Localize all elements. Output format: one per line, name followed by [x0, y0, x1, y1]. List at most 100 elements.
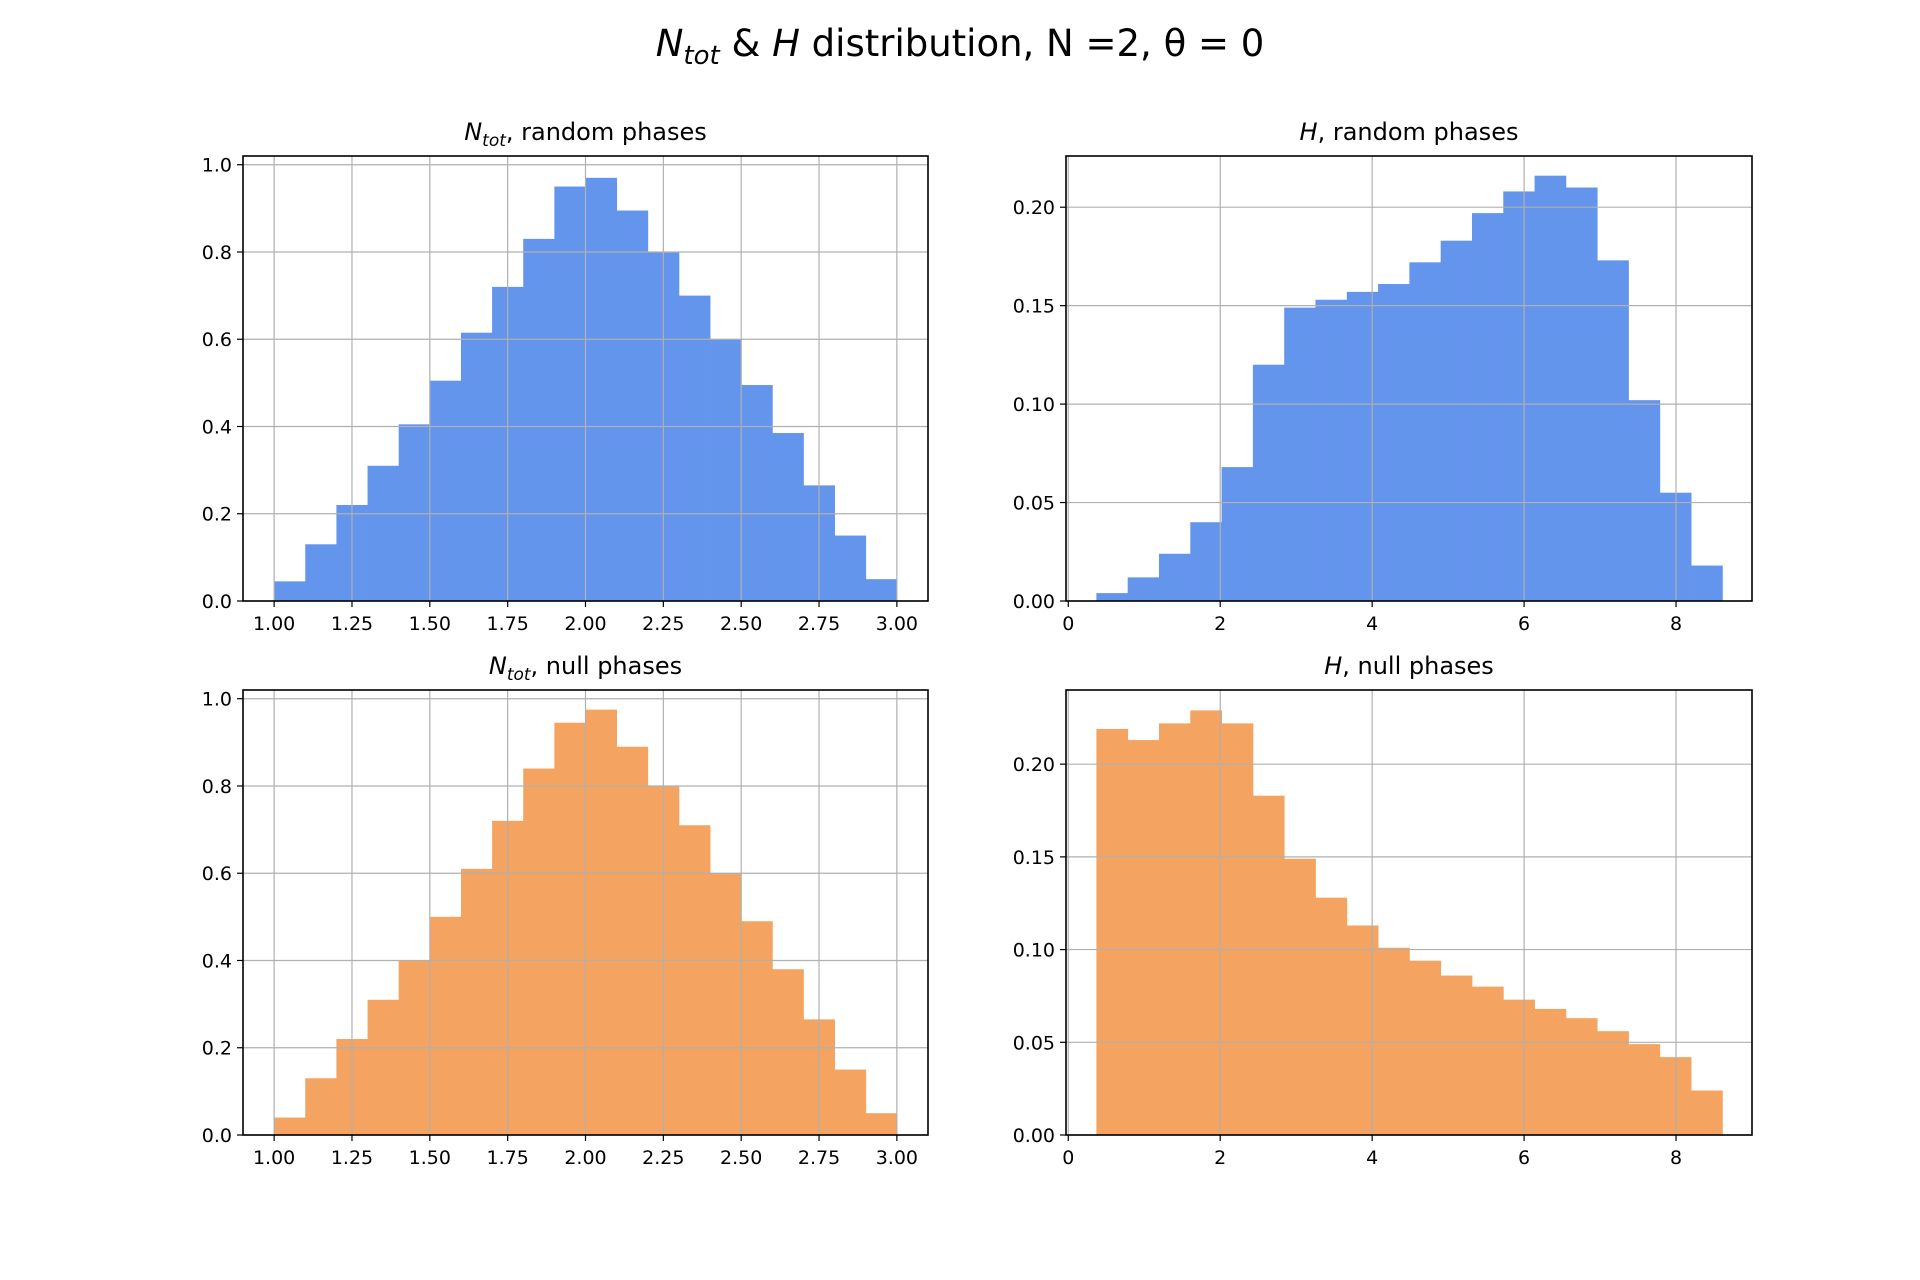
ntot-null-title-rest: , null phases [531, 652, 683, 680]
ntot-null-bar-6 [460, 868, 493, 1135]
panel-h-null: 0 2 4 6 8 0.00 0.05 0.10 0.15 0.20 H, null phases [1013, 652, 1753, 1169]
h-random-ytick-label-3: 0.15 [1013, 296, 1055, 318]
h-null-bar-3 [1190, 710, 1222, 1135]
ntot-null-ytick-label-2: 0.4 [202, 950, 232, 972]
h-null-bar-19 [1691, 1090, 1723, 1135]
h-null-bar-10 [1409, 960, 1442, 1135]
h-random-bar-1 [1127, 577, 1160, 601]
ntot-random-bar-6 [460, 332, 493, 601]
figure-title: Ntot & H distribution, N =2, θ = 0 [656, 22, 1265, 71]
ntot-null-bar-9 [554, 722, 586, 1135]
ntot-random-bar-11 [616, 210, 649, 602]
h-random-axes-frame [1065, 155, 1753, 602]
ntot-null-ytick-label-3: 0.6 [202, 863, 232, 885]
ntot-random-bar-14 [710, 339, 742, 601]
ntot-null-bar-5 [429, 916, 462, 1135]
ntot-null-bar-0 [274, 1117, 306, 1135]
ntot-random-ytick-label-1: 0.2 [202, 504, 232, 526]
ntot-random-xtick-label-7: 2.75 [798, 613, 840, 635]
ntot-random-ytick-label-0: 0.0 [202, 591, 232, 613]
ntot-null-bar-18 [834, 1069, 867, 1135]
ntot-null-bar-3 [367, 999, 400, 1135]
h-null-ytick-label-1: 0.05 [1013, 1032, 1055, 1054]
ntot-random-xtick-label-5: 2.25 [642, 613, 684, 635]
h-null-title-rest: , null phases [1342, 652, 1494, 680]
panel-h-random: 0 2 4 6 8 0.00 0.05 0.10 0.15 0.20 H, random phase… [1013, 118, 1753, 635]
h-null-ytick-label-4: 0.20 [1013, 754, 1055, 776]
ntot-random-ytick-label-3: 0.6 [202, 329, 232, 351]
ntot-null-ytick-label-4: 0.8 [202, 776, 232, 798]
h-null-bar-4 [1221, 723, 1254, 1135]
ntot-random-bar-15 [741, 385, 773, 601]
h-null-bar-0 [1096, 728, 1129, 1135]
ntot-random-bar-5 [429, 380, 462, 601]
h-null-title-var: H [1324, 652, 1342, 680]
ntot-random-title-sub: tot [482, 131, 507, 151]
h-null-bar-14 [1534, 1008, 1567, 1135]
h-random-title: H, random phases [1300, 118, 1519, 146]
h-null-bar-15 [1565, 1018, 1598, 1135]
h-random-bar-3 [1190, 522, 1222, 601]
ntot-null-ytick-label-1: 0.2 [202, 1038, 232, 1060]
h-random-bar-14 [1534, 175, 1567, 602]
h-null-bar-13 [1503, 999, 1535, 1135]
h-random-bar-19 [1691, 565, 1723, 601]
h-random-bar-11 [1440, 240, 1473, 601]
ntot-random-xtick-label-3: 1.75 [487, 613, 529, 635]
ntot-null-xtick-label-1: 1.25 [331, 1147, 373, 1169]
ntot-random-ytick-label-5: 1.0 [202, 155, 232, 177]
h-random-bar-9 [1378, 283, 1410, 601]
h-random-bar-7 [1315, 299, 1348, 601]
h-random-xtick-label-0: 0 [1062, 613, 1074, 635]
ntot-random-xtick-label-4: 2.00 [564, 613, 606, 635]
ntot-null-xtick-label-8: 3.00 [876, 1147, 918, 1169]
ntot-random-bar-9 [554, 186, 586, 601]
h-random-bar-16 [1597, 260, 1629, 601]
ntot-null-xtick-label-4: 2.00 [564, 1147, 606, 1169]
ntot-null-bar-11 [616, 746, 649, 1135]
ntot-null-xtick-label-0: 1.00 [253, 1147, 295, 1169]
h-null-xtick-label-4: 8 [1670, 1147, 1682, 1169]
h-null-ytick-label-3: 0.15 [1013, 847, 1055, 869]
ntot-null-bar-1 [305, 1078, 337, 1135]
h-random-bar-5 [1252, 364, 1285, 601]
ntot-random-xtick-label-1: 1.25 [331, 613, 373, 635]
h-null-ytick-label-2: 0.10 [1013, 940, 1055, 962]
figure-title-n: N [656, 22, 684, 65]
ntot-random-ytick-label-2: 0.4 [202, 416, 232, 438]
ntot-null-ytick-label-5: 1.0 [202, 689, 232, 711]
ntot-random-title-rest: , random phases [506, 118, 707, 146]
ntot-random-bar-19 [865, 579, 898, 601]
ntot-null-bar-8 [523, 768, 555, 1135]
h-random-xtick-label-4: 8 [1670, 613, 1682, 635]
h-random-ytick-label-1: 0.05 [1013, 493, 1055, 515]
h-null-xtick-label-1: 2 [1214, 1147, 1226, 1169]
h-random-bar-15 [1565, 187, 1598, 601]
ntot-random-xtick-label-8: 3.00 [876, 613, 918, 635]
h-random-xtick-label-2: 4 [1366, 613, 1378, 635]
h-random-bar-13 [1503, 191, 1535, 601]
h-random-bar-0 [1096, 593, 1129, 601]
h-null-bar-2 [1158, 723, 1191, 1135]
ntot-random-bar-8 [523, 238, 555, 601]
h-random-bar-8 [1346, 291, 1379, 601]
panel-ntot-null: 1.00 1.25 1.50 1.75 2.00 2.25 2.50 2.75 3.00 0.0 0… [202, 652, 929, 1169]
ntot-null-bar-10 [585, 709, 618, 1135]
h-random-bar-12 [1471, 213, 1504, 601]
ntot-random-bar-1 [305, 544, 337, 601]
panel-ntot-random: 1.00 1.25 1.50 1.75 2.00 2.25 2.50 2.75 3.00 0.0 0… [202, 118, 929, 635]
h-null-bar-12 [1471, 986, 1504, 1135]
ntot-null-xtick-label-2: 1.50 [409, 1147, 451, 1169]
ntot-null-ytick-label-0: 0.0 [202, 1125, 232, 1147]
h-random-title-var: H [1300, 118, 1318, 146]
ntot-null-bar-16 [772, 969, 804, 1135]
ntot-random-bar-18 [834, 535, 867, 601]
h-null-bar-8 [1346, 925, 1379, 1135]
ntot-random-title-var: N [464, 118, 482, 146]
h-null-bar-5 [1252, 795, 1285, 1135]
ntot-random-xtick-label-6: 2.50 [720, 613, 762, 635]
ntot-random-xtick-label-2: 1.50 [409, 613, 451, 635]
h-random-ytick-label-2: 0.10 [1013, 394, 1055, 416]
ntot-null-bar-19 [865, 1113, 898, 1135]
